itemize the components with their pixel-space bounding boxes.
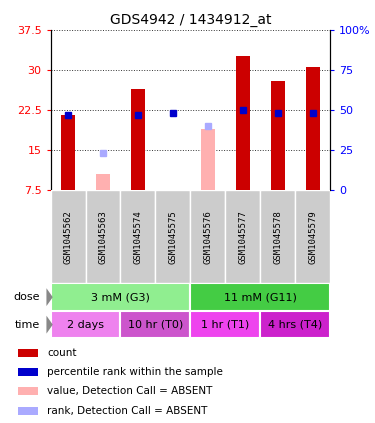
- Text: count: count: [47, 348, 76, 358]
- Text: GSM1045562: GSM1045562: [64, 210, 73, 264]
- Text: dose: dose: [13, 292, 40, 302]
- Bar: [260, 190, 295, 283]
- Bar: [190, 311, 260, 338]
- Text: percentile rank within the sample: percentile rank within the sample: [47, 367, 223, 377]
- Text: GSM1045578: GSM1045578: [273, 210, 282, 264]
- Title: GDS4942 / 1434912_at: GDS4942 / 1434912_at: [110, 13, 271, 27]
- Text: GSM1045574: GSM1045574: [134, 210, 142, 264]
- Text: GSM1045577: GSM1045577: [238, 210, 247, 264]
- Text: 11 mM (G11): 11 mM (G11): [224, 292, 297, 302]
- Text: GSM1045575: GSM1045575: [168, 210, 177, 264]
- Bar: [51, 283, 190, 311]
- Bar: [190, 190, 225, 283]
- Bar: [271, 80, 285, 190]
- Bar: [295, 190, 330, 283]
- Bar: [306, 67, 320, 190]
- Bar: [61, 115, 75, 190]
- Bar: [51, 190, 86, 283]
- Bar: [201, 129, 215, 190]
- Text: GSM1045579: GSM1045579: [308, 210, 317, 264]
- Bar: [18, 387, 38, 396]
- Bar: [18, 349, 38, 357]
- Text: 3 mM (G3): 3 mM (G3): [91, 292, 150, 302]
- Text: GSM1045576: GSM1045576: [203, 210, 212, 264]
- Bar: [131, 88, 145, 190]
- Bar: [260, 311, 330, 338]
- Text: 2 days: 2 days: [67, 320, 104, 330]
- FancyArrow shape: [46, 316, 53, 334]
- Text: time: time: [15, 320, 40, 330]
- Bar: [120, 190, 155, 283]
- Text: 4 hrs (T4): 4 hrs (T4): [268, 320, 322, 330]
- Bar: [18, 407, 38, 415]
- Text: 1 hr (T1): 1 hr (T1): [201, 320, 249, 330]
- Text: GSM1045563: GSM1045563: [99, 210, 108, 264]
- Bar: [96, 174, 110, 190]
- Text: 10 hr (T0): 10 hr (T0): [128, 320, 183, 330]
- Bar: [18, 368, 38, 376]
- Bar: [86, 190, 120, 283]
- Bar: [120, 311, 190, 338]
- FancyArrow shape: [46, 288, 53, 306]
- Bar: [190, 283, 330, 311]
- Text: rank, Detection Call = ABSENT: rank, Detection Call = ABSENT: [47, 406, 207, 416]
- Bar: [236, 56, 250, 190]
- Text: value, Detection Call = ABSENT: value, Detection Call = ABSENT: [47, 387, 213, 396]
- Bar: [51, 311, 120, 338]
- Bar: [155, 190, 190, 283]
- Bar: [225, 190, 260, 283]
